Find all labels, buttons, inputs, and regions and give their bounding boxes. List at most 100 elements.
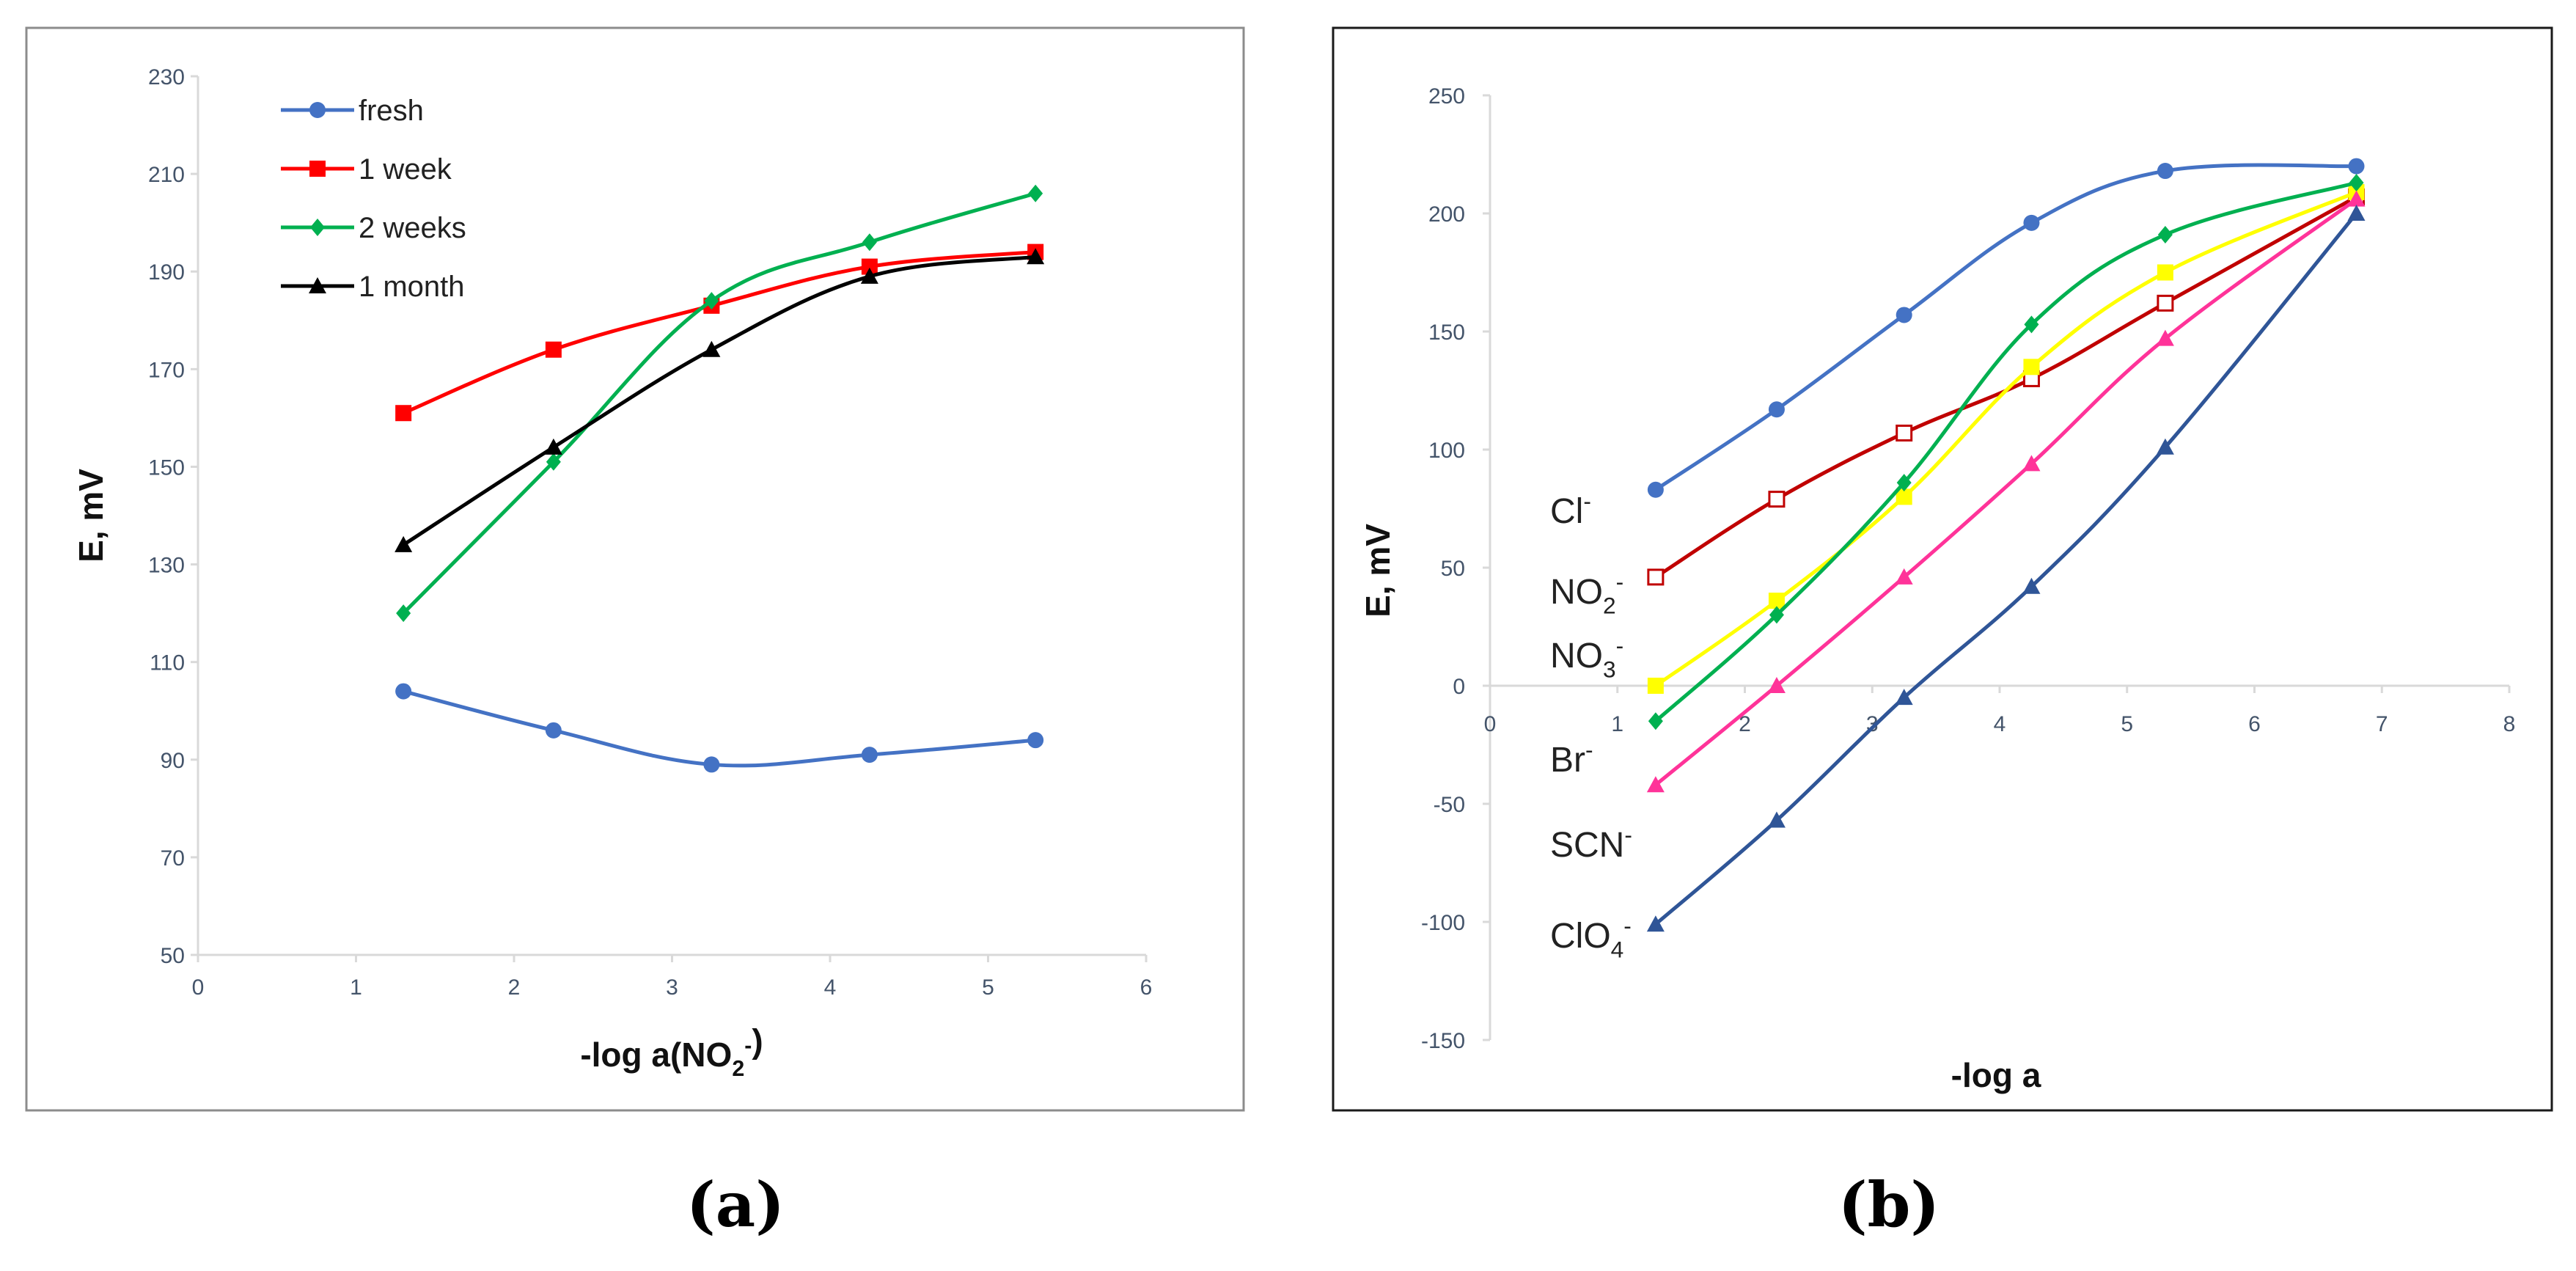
panel-a-y-tick-label: 230 xyxy=(148,65,185,89)
panel-a-data-point-3 xyxy=(395,535,413,552)
panel-b-data-point-5 xyxy=(2347,205,2366,221)
panel-b-y-label: E, mV xyxy=(1359,524,1397,618)
panel-b-data-point-2 xyxy=(1647,678,1664,694)
legend-marker-1 xyxy=(309,161,326,177)
panel-b-data-point-0 xyxy=(1647,481,1664,498)
panel-b-x-tick-label: 6 xyxy=(2248,712,2261,736)
panel-a-frame xyxy=(25,26,1245,1112)
ion-label-4: SCN- xyxy=(1550,821,1632,865)
panel-b-data-point-4 xyxy=(2347,190,2366,207)
panel-a-y-tick-label: 90 xyxy=(161,749,185,773)
ion-label-1: NO2- xyxy=(1550,568,1623,619)
legend-label-0: fresh xyxy=(359,95,424,127)
panel-a-data-point-0 xyxy=(861,747,878,763)
caption-a: (a) xyxy=(686,1168,785,1241)
panel-b-x-tick-label: 0 xyxy=(1484,712,1497,736)
caption-b: (b) xyxy=(1838,1168,1940,1241)
panel-b-data-point-0 xyxy=(1768,401,1785,418)
panel-a-data-point-3 xyxy=(702,340,721,357)
panel-b-data-point-3 xyxy=(1769,606,1784,624)
panel-b-frame xyxy=(1332,26,2553,1112)
panel-b-y-tick-label: 0 xyxy=(1453,675,1465,699)
legend-label-3: 1 month xyxy=(359,271,465,303)
legend-marker-0 xyxy=(309,102,326,118)
panel-b-data-point-0 xyxy=(1896,307,1912,323)
ion-label-3: Br- xyxy=(1550,736,1593,780)
panel-a-x-tick-label: 0 xyxy=(192,975,205,1000)
panel-a-data-point-2 xyxy=(396,604,411,623)
panel-b-data-point-3 xyxy=(1896,474,1912,492)
panel-a-y-tick-label: 70 xyxy=(161,846,185,871)
panel-a-data-point-0 xyxy=(703,756,720,773)
panel-b-y-tick-label: -100 xyxy=(1421,911,1465,935)
panel-a-x-tick-label: 4 xyxy=(824,975,837,1000)
panel-a-data-point-0 xyxy=(395,683,412,700)
panel-b-y-tick-label: -50 xyxy=(1434,793,1465,817)
legend-marker-2 xyxy=(310,219,325,236)
panel-a-data-point-2 xyxy=(546,453,561,471)
legend-marker-3 xyxy=(309,277,326,293)
panel-a-x-label: -log a(NO2-) xyxy=(580,1022,763,1081)
panel-a-data-point-1 xyxy=(395,405,412,422)
panel-a-y-label: E, mV xyxy=(72,469,110,563)
panel-b-data-point-5 xyxy=(2022,577,2041,594)
panel-a-chart: 50 70 90 110 130 150 170 190 210 230 0 1 2 3 4 5 6 E, mV -… xyxy=(72,65,1152,1081)
panel-b-data-point-2 xyxy=(2023,359,2040,376)
panel-b-data-point-3 xyxy=(1648,712,1663,730)
panel-b-y-tick-label: 150 xyxy=(1428,321,1465,345)
panel-b-data-point-2 xyxy=(1896,488,1912,505)
panel-a-data-point-3 xyxy=(544,438,562,455)
panel-b-data-point-2 xyxy=(2157,264,2173,281)
panel-b-x-tick-label: 4 xyxy=(1994,712,2006,736)
panel-a-y-tick-label: 210 xyxy=(148,163,185,187)
panel-a-y-tick-label: 170 xyxy=(148,358,185,382)
panel-b-series-line-2 xyxy=(1654,190,2357,688)
panel-a-data-point-2 xyxy=(862,233,877,252)
panel-b-x-tick-label: 8 xyxy=(2503,712,2516,736)
panel-a-data-point-3 xyxy=(1027,248,1045,265)
ion-label-2: NO3- xyxy=(1550,632,1623,683)
legend-label-2: 2 weeks xyxy=(359,212,466,244)
panel-a-x-tick-label: 2 xyxy=(508,975,521,1000)
panel-b-data-point-1 xyxy=(1768,491,1786,508)
panel-a-data-point-0 xyxy=(1027,732,1044,749)
panel-b-data-point-4 xyxy=(2156,329,2174,346)
panel-a-series-line-2 xyxy=(402,191,1036,615)
panel-a-y-tick-label: 50 xyxy=(161,944,185,968)
panel-a-y-tick-label: 110 xyxy=(150,651,185,675)
panel-b-data-point-1 xyxy=(1896,424,1913,442)
legend-label-1: 1 week xyxy=(359,153,452,186)
panel-b-data-point-5 xyxy=(1646,915,1665,932)
panel-b-data-point-1 xyxy=(1647,568,1665,586)
panel-b-data-point-4 xyxy=(1767,677,1786,693)
panel-b-series-line-3 xyxy=(1654,180,2357,723)
panel-a-x-tick-label: 6 xyxy=(1140,975,1153,1000)
panel-a-data-point-0 xyxy=(545,722,562,739)
panel-b-data-point-0 xyxy=(2348,158,2365,175)
panel-b-series-line-1 xyxy=(1654,195,2357,579)
panel-b-y-tick-label: 200 xyxy=(1428,202,1465,227)
panel-b-data-point-3 xyxy=(2024,315,2039,334)
panel-b-series-line-0 xyxy=(1654,163,2357,491)
panel-b-data-point-4 xyxy=(1646,776,1665,793)
panel-a-data-point-1 xyxy=(545,341,562,358)
panel-b-y-tick-label: -150 xyxy=(1421,1029,1465,1053)
panel-b-data-point-2 xyxy=(1768,593,1785,609)
panel-b-data-point-3 xyxy=(2157,225,2173,243)
panel-b-y-tick-label: 50 xyxy=(1441,557,1465,581)
panel-b-x-tick-label: 1 xyxy=(1611,712,1623,736)
panel-b-data-point-3 xyxy=(2349,174,2364,192)
panel-b-data-point-4 xyxy=(1895,568,1913,585)
panel-b-x-label: -log a xyxy=(1951,1056,2041,1094)
panel-b-y-tick-label: 250 xyxy=(1428,84,1465,109)
ion-label-0: Cl- xyxy=(1550,488,1591,531)
panel-b-data-point-5 xyxy=(1895,689,1913,706)
panel-a-data-point-2 xyxy=(704,292,719,310)
panel-a-y-tick-label: 150 xyxy=(148,455,185,480)
panel-b-data-point-5 xyxy=(2156,438,2174,455)
panel-b-data-point-0 xyxy=(2023,214,2040,231)
panel-b-x-tick-label: 2 xyxy=(1739,712,1751,736)
panel-b-data-point-0 xyxy=(2157,163,2173,180)
